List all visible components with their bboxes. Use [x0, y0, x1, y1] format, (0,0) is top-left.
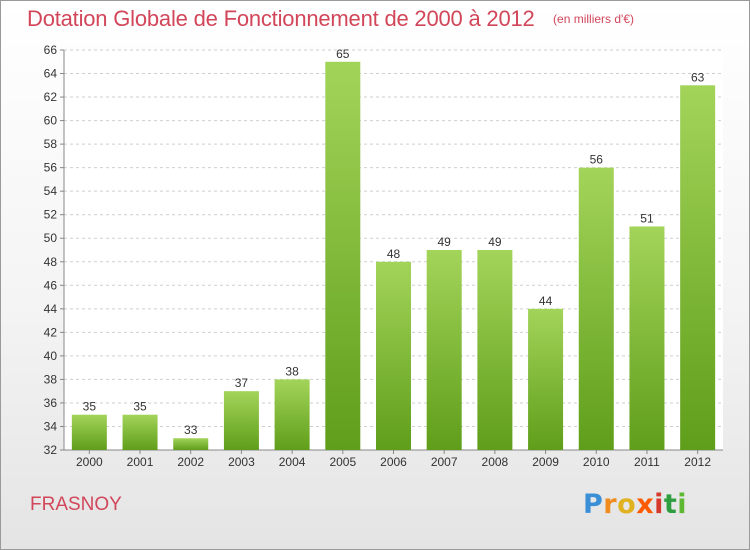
chart-title: Dotation Globale de Fonctionnement de 20…: [27, 6, 535, 31]
bar-2007: [426, 250, 462, 450]
y-tick-label: 38: [44, 372, 58, 386]
x-tick-label-2012: 2012: [684, 455, 711, 469]
y-tick-label: 58: [44, 137, 58, 151]
x-tick-label-2008: 2008: [482, 455, 509, 469]
y-tick-label: 52: [44, 208, 58, 222]
x-tick-label-2000: 2000: [76, 455, 103, 469]
bar-2006: [376, 261, 411, 450]
y-tick-label: 32: [44, 443, 58, 457]
data-label-2008: 49: [488, 235, 502, 249]
y-tick-label: 66: [44, 43, 58, 57]
y-tick-label: 42: [44, 325, 58, 339]
y-tick-label: 46: [44, 278, 58, 292]
y-tick-label: 40: [44, 349, 58, 363]
data-label-2004: 38: [285, 364, 299, 378]
bar-2010: [578, 167, 614, 450]
data-label-2002: 33: [184, 423, 198, 437]
data-label-2006: 48: [387, 247, 401, 261]
data-label-2011: 51: [640, 211, 654, 225]
y-tick-label: 56: [44, 161, 58, 175]
x-tick-label-2001: 2001: [127, 455, 154, 469]
x-tick-label-2003: 2003: [228, 455, 255, 469]
y-tick-label: 64: [44, 67, 58, 81]
bar-2001: [122, 414, 158, 450]
data-label-2009: 44: [539, 294, 553, 308]
data-label-2001: 35: [133, 400, 147, 414]
y-tick-label: 54: [44, 184, 58, 198]
bar-2002: [173, 438, 209, 450]
y-tick-label: 48: [44, 255, 58, 269]
data-label-2003: 37: [235, 376, 249, 390]
bar-2009: [528, 308, 564, 450]
data-label-2007: 49: [438, 235, 452, 249]
bar-2004: [274, 379, 310, 450]
y-tick-label: 44: [44, 302, 58, 316]
x-tick-label-2006: 2006: [380, 455, 407, 469]
x-tick-label-2002: 2002: [177, 455, 204, 469]
data-label-2005: 65: [336, 47, 350, 61]
x-tick-label-2004: 2004: [279, 455, 306, 469]
bar-2005: [325, 61, 361, 450]
y-tick-label: 60: [44, 114, 58, 128]
data-label-2000: 35: [83, 400, 97, 414]
bar-2000: [71, 414, 107, 450]
y-tick-label: 50: [44, 231, 58, 245]
data-label-2012: 63: [691, 70, 705, 84]
bar-2011: [629, 226, 665, 450]
bar-2008: [477, 250, 513, 450]
proxiti-logo: Proxiti: [583, 489, 688, 520]
x-tick-label-2009: 2009: [532, 455, 559, 469]
chart-units: (en milliers d'€): [553, 12, 635, 26]
y-tick-label: 34: [44, 419, 58, 433]
y-tick-label: 62: [44, 90, 58, 104]
commune-name: FRASNOY: [30, 494, 122, 515]
title-row: Dotation Globale de Fonctionnement de 20…: [27, 6, 634, 32]
x-tick-label-2010: 2010: [583, 455, 610, 469]
x-tick-label-2007: 2007: [431, 455, 458, 469]
bar-2012: [680, 85, 716, 450]
bar-2003: [223, 391, 259, 450]
x-tick-label-2005: 2005: [329, 455, 356, 469]
y-tick-label: 36: [44, 396, 58, 410]
data-label-2010: 56: [590, 153, 604, 167]
x-tick-label-2011: 2011: [634, 455, 660, 469]
